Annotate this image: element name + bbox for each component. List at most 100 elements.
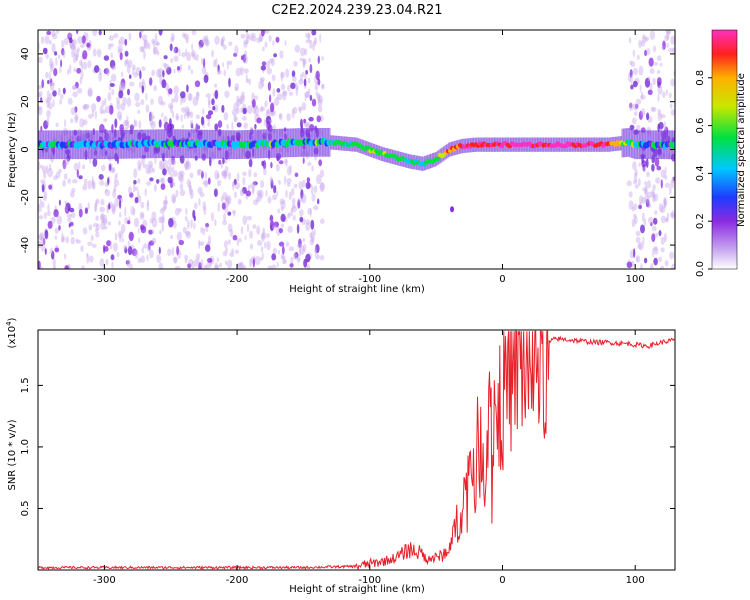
noise-cell xyxy=(173,47,176,54)
x-tick-label: -200 xyxy=(226,274,249,285)
noise-cell xyxy=(242,54,247,63)
noise-cell xyxy=(647,76,651,82)
noise-cell xyxy=(40,164,44,169)
noise-cell xyxy=(247,184,251,192)
noise-cell xyxy=(171,32,175,42)
noise-cell xyxy=(295,82,298,90)
noise-cell xyxy=(279,198,286,205)
noise-cell xyxy=(172,195,176,204)
noise-cell xyxy=(302,58,306,68)
noise-cell xyxy=(83,103,88,111)
noise-cell xyxy=(246,215,252,221)
noise-cell xyxy=(211,98,215,106)
noise-cell xyxy=(95,215,99,221)
noise-cell xyxy=(649,82,653,92)
noise-cell xyxy=(293,60,298,67)
noise-cell xyxy=(648,57,654,67)
noise-cell xyxy=(227,223,233,233)
noise-cell xyxy=(630,75,633,84)
noise-cell xyxy=(147,42,151,50)
noise-cell xyxy=(128,186,132,195)
noise-cell xyxy=(125,58,129,65)
noise-cell xyxy=(296,85,299,91)
noise-cell xyxy=(220,40,224,47)
colorbar-tick-label: 0.4 xyxy=(695,165,706,181)
noise-cell xyxy=(186,178,191,188)
noise-cell xyxy=(70,44,77,50)
noise-cell xyxy=(151,218,158,228)
noise-cell xyxy=(101,109,107,114)
noise-cell xyxy=(654,61,658,66)
noise-cell xyxy=(268,35,272,42)
noise-cell xyxy=(321,83,325,90)
noise-cell xyxy=(273,185,277,194)
noise-cell xyxy=(288,191,292,200)
noise-cell xyxy=(663,121,667,130)
noise-cell xyxy=(149,240,155,246)
noise-cell xyxy=(640,263,643,269)
noise-cell xyxy=(65,205,69,212)
noise-cell xyxy=(302,243,307,253)
noise-cell xyxy=(272,194,277,201)
noise-cell xyxy=(126,64,131,74)
noise-cell xyxy=(150,98,154,106)
x-tick-label: -300 xyxy=(93,274,116,285)
noise-cell xyxy=(641,212,645,222)
noise-cell xyxy=(53,68,58,77)
noise-cell xyxy=(305,222,311,231)
noise-cell xyxy=(129,124,134,131)
noise-cell xyxy=(166,66,172,75)
noise-cell xyxy=(221,170,226,177)
noise-cell xyxy=(107,43,112,51)
noise-cell xyxy=(666,30,672,35)
noise-cell xyxy=(87,180,92,190)
noise-cell xyxy=(660,179,663,189)
noise-cell xyxy=(184,254,189,261)
noise-cell xyxy=(626,180,632,187)
noise-cell xyxy=(251,188,255,195)
noise-cell xyxy=(137,159,141,169)
noise-cell xyxy=(670,78,675,87)
noise-cell xyxy=(173,170,178,177)
noise-cell xyxy=(40,244,46,252)
noise-cell xyxy=(187,64,191,71)
noise-cell xyxy=(91,103,97,112)
noise-cell xyxy=(138,237,141,243)
noise-cell xyxy=(670,35,675,45)
noise-cell xyxy=(68,37,73,44)
noise-cell xyxy=(242,171,247,177)
noise-cell xyxy=(184,216,188,222)
noise-cell xyxy=(652,193,656,203)
noise-cell xyxy=(644,185,648,195)
noise-cell xyxy=(213,188,218,197)
noise-cell xyxy=(224,198,230,208)
noise-cell xyxy=(207,122,211,127)
noise-cell xyxy=(79,118,85,128)
noise-cell xyxy=(170,58,174,64)
noise-cell xyxy=(72,84,77,90)
noise-cell xyxy=(77,36,83,44)
noise-cell xyxy=(142,34,148,42)
noise-cell xyxy=(287,213,291,219)
snr-y-ticks: 0.5 1.0 1.5 xyxy=(20,377,675,516)
noise-cell xyxy=(640,94,646,100)
noise-cell xyxy=(307,161,312,167)
noise-cell xyxy=(275,36,280,43)
noise-cell xyxy=(86,253,90,264)
noise-cell xyxy=(262,232,267,240)
noise-cell xyxy=(660,169,666,179)
noise-cell xyxy=(270,179,274,189)
noise-cell xyxy=(662,40,666,50)
noise-cell xyxy=(657,109,662,116)
noise-cell xyxy=(73,46,77,57)
noise-cell xyxy=(60,94,64,100)
noise-cell xyxy=(288,246,295,251)
noise-cell xyxy=(189,172,194,179)
noise-cell xyxy=(311,98,317,107)
noise-cell xyxy=(91,243,97,248)
noise-cell xyxy=(234,45,239,56)
noise-cell xyxy=(233,52,238,57)
noise-cell xyxy=(644,189,648,196)
noise-cell xyxy=(280,200,286,210)
noise-cell xyxy=(42,238,46,246)
